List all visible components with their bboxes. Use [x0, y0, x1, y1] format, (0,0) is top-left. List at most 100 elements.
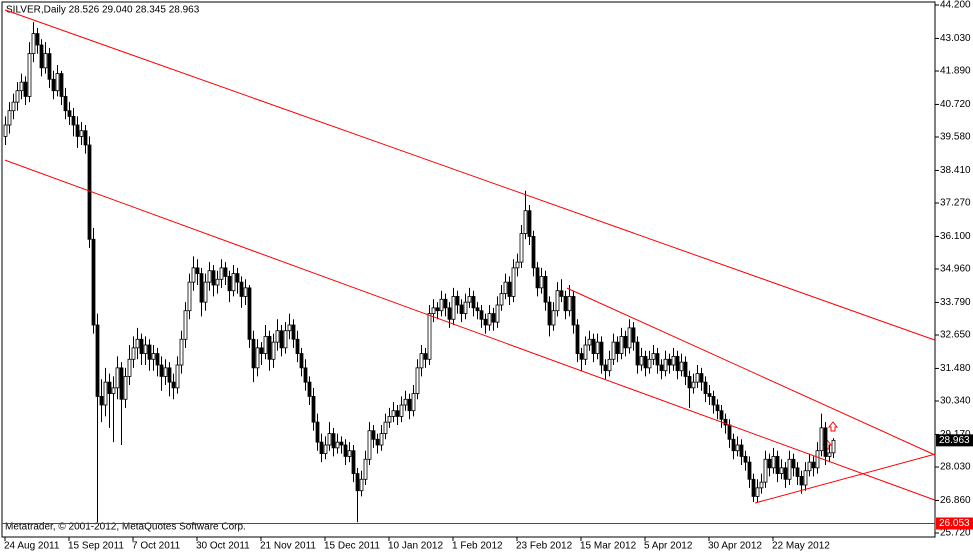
candle-body — [51, 78, 56, 92]
candle-body — [643, 356, 648, 369]
candle-body — [375, 438, 380, 446]
candle-body — [95, 324, 100, 397]
candle-body — [831, 439, 836, 454]
price-label-box — [936, 434, 973, 447]
candle-body — [55, 73, 60, 92]
candle-body — [783, 467, 788, 480]
candle-body — [131, 347, 136, 360]
x-tick-label: 22 May 2012 — [772, 541, 830, 552]
candle-body — [627, 327, 632, 349]
candle-body — [483, 318, 488, 326]
candle-body — [279, 330, 284, 349]
candle-body — [487, 313, 492, 326]
candle-body — [567, 296, 572, 312]
candle-body — [507, 281, 512, 297]
candle-body — [139, 338, 144, 354]
y-tick-label: 37.270 — [940, 198, 971, 209]
candle-body — [511, 267, 516, 297]
candle-body — [275, 330, 280, 343]
y-tick-label: 30.340 — [940, 396, 971, 407]
candle-body — [639, 356, 644, 366]
candle-body — [779, 467, 784, 474]
candle-body — [155, 353, 160, 366]
candle-body — [715, 404, 720, 412]
candle-body — [547, 301, 552, 326]
candle-body — [151, 353, 156, 360]
candle-body — [759, 481, 764, 489]
candle-body — [739, 444, 744, 457]
y-tick-label: 34.960 — [940, 264, 971, 275]
candle-body — [687, 376, 692, 389]
candle-body — [319, 441, 324, 454]
candle-body — [295, 338, 300, 354]
candle-body — [107, 381, 112, 394]
level-label-box — [936, 517, 973, 530]
trend-line — [754, 453, 936, 504]
candle-body — [775, 456, 780, 474]
candle-body — [315, 421, 320, 443]
candle-body — [623, 336, 628, 349]
candle-body — [799, 476, 804, 486]
candle-body — [239, 281, 244, 297]
candle-body — [815, 450, 820, 469]
candle-body — [247, 287, 252, 340]
candle-body — [87, 144, 92, 240]
x-tick-label: 30 Oct 2011 — [196, 541, 250, 552]
y-tick-label: 44.200 — [940, 0, 971, 11]
candle-body — [391, 410, 396, 417]
candle-body — [619, 336, 624, 354]
candle-body — [31, 33, 36, 54]
candle-body — [751, 478, 756, 497]
candle-body — [727, 424, 732, 440]
candle-body — [351, 450, 356, 474]
price-label: 28.963 — [939, 435, 970, 446]
candle-body — [243, 287, 248, 297]
candle-body — [695, 373, 700, 383]
candle-body — [271, 341, 276, 360]
candle-body — [731, 438, 736, 452]
candle-body — [719, 410, 724, 420]
candle-body — [371, 430, 376, 440]
candle-body — [63, 96, 68, 112]
candle-body — [59, 73, 64, 97]
candle-body — [291, 324, 296, 340]
candle-body — [347, 450, 352, 457]
candle-body — [523, 210, 528, 234]
candle-body — [679, 361, 684, 372]
candle-body — [531, 236, 536, 269]
candle-body — [111, 387, 116, 394]
candle-body — [367, 430, 372, 460]
x-tick-label: 1 Feb 2012 — [452, 541, 503, 552]
candle-body — [439, 298, 444, 312]
trend-line — [4, 159, 936, 501]
candle-body — [543, 276, 548, 303]
candle-body — [15, 90, 20, 103]
candle-body — [771, 456, 776, 469]
candle-body — [683, 361, 688, 377]
candle-body — [823, 427, 828, 457]
candle-body — [651, 353, 656, 360]
candle-body — [471, 296, 476, 309]
up-arrow — [827, 421, 839, 432]
candle-body — [559, 290, 564, 297]
candle-body — [491, 313, 496, 323]
candle-body — [359, 478, 364, 492]
candle-body — [259, 347, 264, 354]
y-tick-label: 28.030 — [940, 462, 971, 473]
plot-frame — [1, 1, 936, 538]
candle-body — [607, 358, 612, 372]
candle-body — [43, 53, 48, 69]
candle-body — [339, 441, 344, 446]
candle-body — [551, 310, 556, 326]
candle-body — [707, 393, 712, 397]
candle-body — [435, 307, 440, 312]
x-tick-label: 7 Oct 2011 — [132, 541, 181, 552]
y-tick-label: 31.480 — [940, 363, 971, 374]
candle-body — [571, 296, 576, 326]
candle-body — [163, 367, 168, 377]
candle-body — [603, 364, 608, 372]
candle-body — [71, 116, 76, 126]
candle-body — [587, 338, 592, 346]
candle-body — [311, 396, 316, 423]
